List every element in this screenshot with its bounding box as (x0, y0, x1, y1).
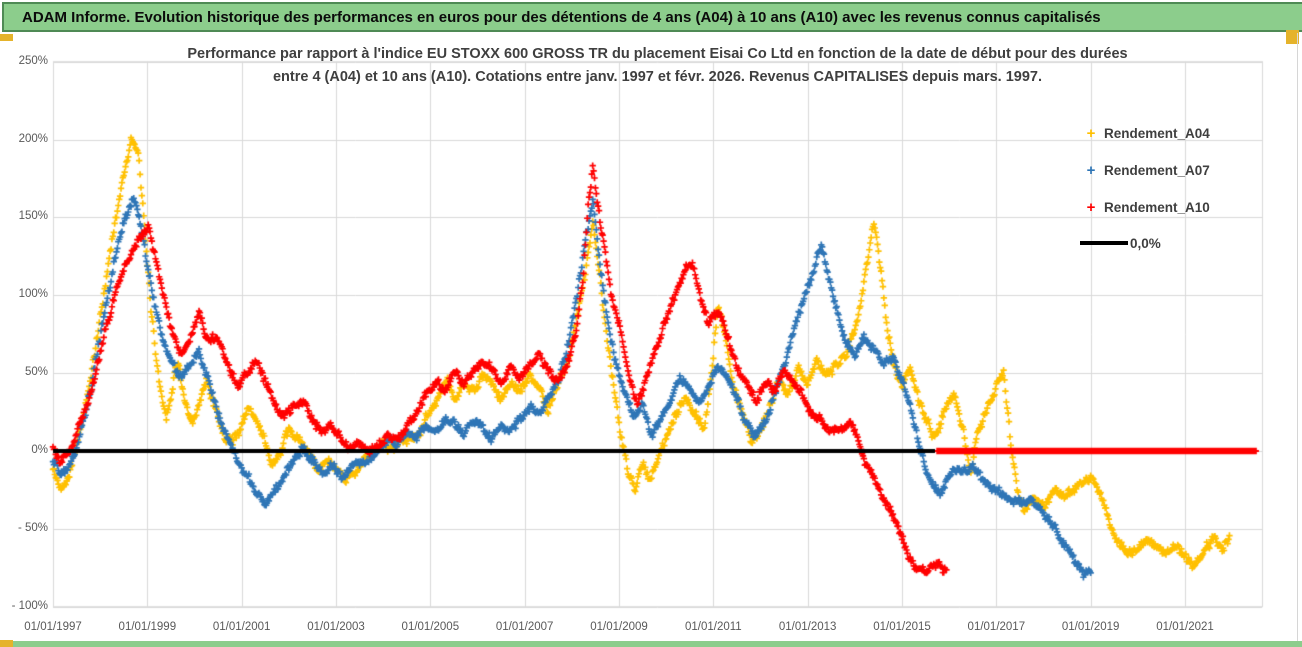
legend-label: Rendement_A04 (1104, 125, 1210, 141)
x-axis-tick-1999: 01/01/1999 (118, 621, 177, 633)
legend-item-rendement-a07[interactable]: + Rendement_A07 (1080, 161, 1210, 179)
y-axis-tick-150: 150% (18, 210, 48, 223)
yellow-accent-bottom-left (0, 640, 13, 647)
plus-marker-icon: + (1086, 198, 1096, 216)
header-banner[interactable]: ADAM Informe. Evolution historique des p… (2, 2, 1302, 32)
legend-label: 0,0% (1130, 235, 1161, 251)
y-axis-tick-250: 250% (18, 54, 48, 67)
x-axis-tick-2003: 01/01/2003 (307, 621, 365, 633)
x-axis-tick-2009: 01/01/2009 (590, 621, 648, 633)
y-axis-tick-0: 0% (31, 444, 48, 456)
legend-item-zero-line[interactable]: 0,0% (1080, 235, 1161, 251)
x-axis-tick-2011: 01/01/2011 (684, 621, 742, 633)
y-axis-tick-200: 200% (18, 132, 48, 145)
x-axis-tick-2007: 01/01/2007 (495, 621, 554, 633)
bottom-green-strip (0, 641, 1302, 647)
x-axis-tick-2001: 01/01/2001 (212, 621, 271, 633)
x-axis-tick-2015: 01/01/2015 (873, 621, 931, 633)
page-title: ADAM Informe. Evolution historique des p… (22, 8, 1101, 26)
plus-marker-icon: + (1086, 124, 1096, 142)
x-axis-tick-2019: 01/01/2019 (1061, 621, 1120, 633)
y-axis-tick-100: 100% (18, 288, 48, 301)
chart-title-line1: Performance par rapport à l'indice EU ST… (187, 46, 1128, 62)
zero-line-swatch-icon (1080, 241, 1128, 245)
x-axis-tick-2013: 01/01/2013 (778, 621, 837, 633)
legend-item-rendement-a04[interactable]: + Rendement_A04 (1080, 124, 1210, 142)
x-axis-tick-2005: 01/01/2005 (401, 621, 460, 633)
chart-plot-canvas (0, 33, 1302, 647)
legend-item-rendement-a10[interactable]: + Rendement_A10 (1080, 198, 1210, 216)
y-axis-tick-50: 50% (24, 366, 48, 379)
legend-label: Rendement_A07 (1104, 162, 1210, 178)
chart-title-line2: entre 4 (A04) et 10 ans (A10). Cotations… (272, 69, 1043, 85)
x-axis-tick-1997: 01/01/1997 (24, 621, 82, 633)
y-axis-tick--50: - 50% (17, 521, 48, 534)
legend-label: Rendement_A10 (1104, 199, 1210, 215)
x-axis-tick-2017: 01/01/2017 (967, 621, 1026, 633)
x-axis-tick-2021: 01/01/2021 (1156, 621, 1214, 633)
y-axis-tick--100: - 100% (11, 599, 48, 612)
performance-chart[interactable]: Performance par rapport à l'indice EU ST… (0, 33, 1302, 647)
plus-marker-icon: + (1086, 161, 1096, 179)
